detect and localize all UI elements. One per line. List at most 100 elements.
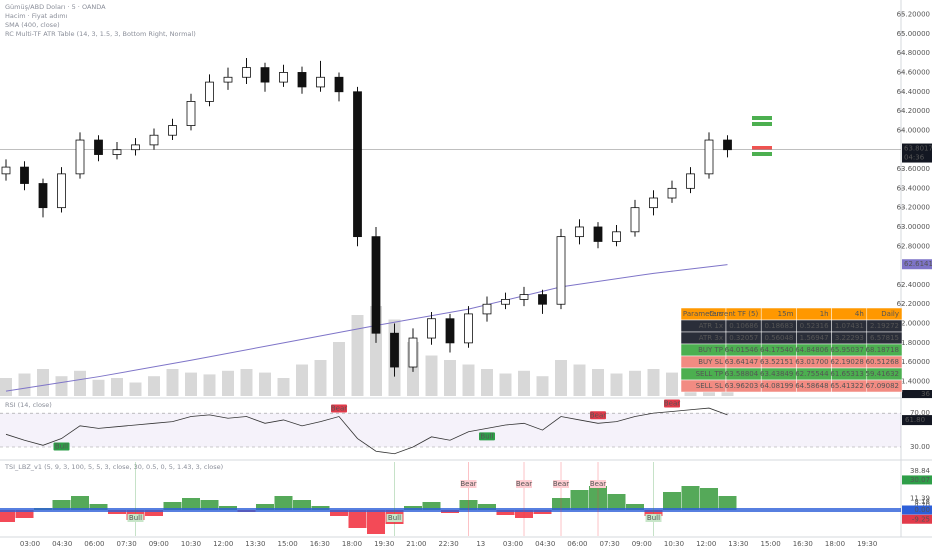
x-tick-label: 18:00: [825, 540, 845, 548]
rsi-tick-label: 30.00: [910, 443, 930, 451]
volume-bar: [536, 376, 549, 396]
x-tick-label: 06:00: [567, 540, 587, 548]
table-text: 4h: [855, 310, 864, 318]
table-text: 62.75544: [795, 370, 829, 378]
tsi-zero-band: [0, 508, 901, 512]
y-tick-label: 63.60000: [897, 165, 930, 173]
rsi-signal-bg: [590, 411, 606, 420]
candle-body: [279, 72, 288, 83]
candle-body: [519, 294, 529, 300]
tsi-tag-bg: [902, 514, 932, 524]
volume-bar: [555, 360, 567, 396]
sma-legend: SMA (400, close): [5, 21, 60, 29]
tsi-bar: [71, 496, 89, 510]
tsi-bar: [478, 504, 496, 510]
candle-body: [205, 81, 214, 102]
x-tick-label: 12:00: [696, 540, 716, 548]
candle-body: [593, 226, 603, 242]
table-text: 60.51268: [866, 358, 899, 366]
tsi-bar: [570, 490, 589, 510]
tsi-bar: [607, 494, 626, 510]
candle-body: [408, 337, 418, 368]
x-tick-label: 16:30: [310, 540, 330, 548]
volume-bar: [666, 372, 678, 396]
table-text: 6.57815: [870, 334, 899, 342]
table-text: 0.56048: [764, 334, 793, 342]
tsi-tag: 30.07: [910, 476, 930, 484]
x-tick-label: 04:30: [52, 540, 72, 548]
tsi-bar: [330, 510, 348, 516]
volume-bar: [277, 378, 290, 396]
candle-body: [390, 332, 399, 368]
tsi-signal: Bear: [553, 480, 569, 488]
volume-bar: [185, 372, 197, 396]
candle-body: [38, 183, 48, 209]
tsi-bar: [496, 510, 515, 515]
rsi-signal: Bear: [664, 399, 680, 407]
table-text: 63.43849: [760, 370, 793, 378]
x-tick-label: 07:30: [600, 540, 620, 548]
rsi-signal-bg: [479, 432, 495, 441]
volume-bar: [499, 373, 512, 396]
y-tick-label: 62.20000: [897, 300, 930, 308]
candle-body: [704, 139, 714, 175]
rsi-signal-bg: [664, 399, 680, 408]
candle-body: [260, 67, 270, 83]
rsi-tick-label: 70.00: [910, 409, 930, 417]
tsi-bar: [52, 500, 71, 510]
table-text: 15m: [778, 310, 794, 318]
x-tick-label: 10:30: [664, 540, 684, 548]
x-tick-label: 21:00: [406, 540, 426, 548]
y-tick-label: 62.40000: [897, 281, 930, 289]
volume-bar: [573, 364, 586, 396]
tsi-signal: Bear: [516, 480, 532, 488]
x-tick-label: 03:00: [20, 540, 40, 548]
volume-bar: [166, 369, 179, 396]
volume-bar: [425, 355, 438, 396]
tp-sl-markers: [752, 116, 772, 156]
table-text: 1.56947: [800, 334, 829, 342]
tsi-tag: 0.00: [914, 506, 930, 514]
volume-bar: [92, 379, 105, 396]
x-tick-label: 13:30: [245, 540, 265, 548]
volume-bar: [592, 369, 604, 396]
x-tick-label: 15:00: [761, 540, 781, 548]
rsi-legend: RSI (14, close): [5, 401, 52, 409]
table-text: Parameters: [683, 310, 723, 318]
tsi-bar: [15, 510, 34, 518]
table-text: Daily: [881, 310, 899, 318]
volume-bar: [203, 374, 216, 396]
candle-body: [149, 134, 159, 146]
volume-bar: [259, 372, 271, 396]
tsi-bar: [422, 502, 441, 510]
x-tick-label: 19:30: [857, 540, 877, 548]
rsi-signal: Bull: [480, 432, 493, 440]
candle-body: [75, 139, 85, 175]
tsi-bar: [163, 502, 182, 510]
y-tick-label: 61.80000: [897, 339, 930, 347]
table-text: 0.52316: [800, 322, 829, 330]
volume-bar: [129, 382, 142, 396]
tsi-bar: [293, 500, 311, 510]
table-text: 67.09082: [866, 382, 899, 390]
candle-body: [131, 144, 140, 151]
atr-legend: RC Multi-TF ATR Table (14, 3, 1.5, 3, Bo…: [5, 30, 196, 38]
candle-body: [612, 231, 621, 242]
volume-bar: [518, 370, 530, 396]
tsi-bar: [718, 496, 737, 510]
rsi-signal: Bull: [55, 443, 68, 451]
volume-bar: [0, 378, 12, 396]
volume-bar: [444, 360, 456, 396]
x-tick-label: 13: [476, 540, 485, 548]
volume-bar: [148, 376, 160, 396]
x-tick-label: 15:00: [278, 540, 298, 548]
volume-bar: [55, 376, 68, 396]
tsi-legend: TSI_LBZ_v1 (5, 9, 3, 100, 5, 5, 3, close…: [4, 463, 223, 471]
tsi-signal: Bear: [460, 480, 476, 488]
tsi-tick-label: 38.84: [910, 467, 931, 475]
volume-bar: [314, 360, 327, 396]
table-text: 1.07431: [835, 322, 864, 330]
candle-body: [112, 149, 122, 155]
rsi-tag: 61.80: [905, 416, 925, 424]
